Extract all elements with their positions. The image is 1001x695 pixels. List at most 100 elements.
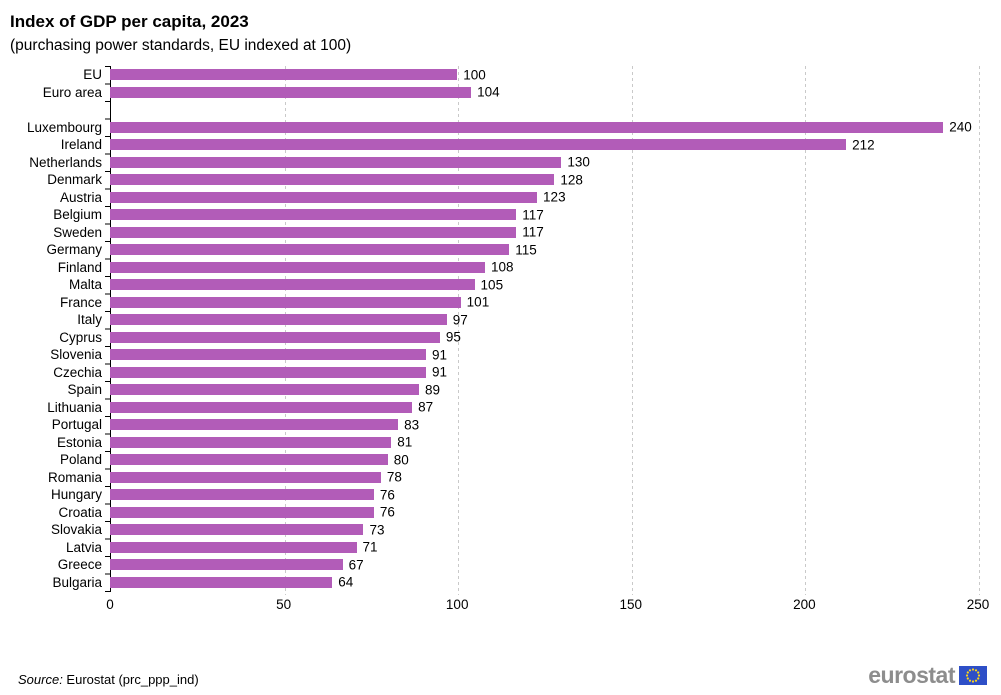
bar-track: 64 (110, 574, 978, 592)
bar-row: Lithuania 87 (0, 399, 978, 417)
bar-row: Romania 78 (0, 469, 978, 487)
bar-track: 97 (110, 311, 978, 329)
bar (110, 86, 472, 98)
bar (110, 261, 485, 273)
bar-row: Slovakia 73 (0, 521, 978, 539)
bar (110, 331, 440, 343)
bar-value-label: 240 (949, 119, 972, 135)
x-axis-tick-label: 250 (966, 597, 990, 612)
category-label: Spain (67, 382, 102, 398)
chart-title: Index of GDP per capita, 2023 (10, 12, 249, 31)
bar-track: 128 (110, 171, 978, 189)
bar (110, 69, 458, 81)
category-label: Finland (57, 259, 102, 275)
bar-track: 71 (110, 539, 978, 557)
eurostat-logo: eurostat (868, 664, 987, 687)
bar (110, 174, 555, 186)
category-label: Cyprus (59, 329, 102, 345)
bar-track: 108 (110, 259, 978, 277)
x-axis-tick-label: 100 (445, 597, 469, 612)
bar-value-label: 91 (431, 364, 447, 380)
bar (110, 349, 426, 361)
category-label: Germany (46, 242, 102, 258)
bar-value-label: 128 (560, 172, 583, 188)
bar-value-label: 117 (522, 224, 544, 240)
bar-value-label: 104 (477, 84, 500, 100)
category-label: Ireland (60, 137, 102, 153)
bar-value-label: 97 (452, 312, 468, 328)
source-note: Source: Eurostat (prc_ppp_ind) (18, 672, 199, 687)
bar-row: Greece 67 (0, 556, 978, 574)
x-axis: 0 50 100 150 200 250 (106, 597, 989, 617)
category-label: Slovakia (50, 522, 102, 538)
bar-track: 76 (110, 486, 978, 504)
category-label: Latvia (65, 539, 102, 555)
bar (110, 401, 413, 413)
bar-row: Bulgaria 64 (0, 574, 978, 592)
category-label: Italy (77, 312, 102, 328)
bar (110, 191, 538, 203)
bar-track: 67 (110, 556, 978, 574)
bar-row: Czechia 91 (0, 364, 978, 382)
bar-row: EU 100 (0, 66, 978, 84)
bar-row: Ireland 212 (0, 136, 978, 154)
category-label: Denmark (47, 172, 102, 188)
bar-value-label: 67 (348, 557, 364, 573)
bar-value-label: 212 (852, 137, 875, 153)
eu-flag-icon (959, 666, 987, 685)
bar (110, 419, 399, 431)
bar-value-label: 100 (463, 67, 486, 83)
row-spacer (0, 101, 978, 119)
bar (110, 541, 357, 553)
bar-row: Estonia 81 (0, 434, 978, 452)
bar (110, 489, 374, 501)
bar-track: 91 (110, 364, 978, 382)
bar-track: 83 (110, 416, 978, 434)
footer: Source: Eurostat (prc_ppp_ind) eurostat (18, 664, 987, 687)
bar-track: 91 (110, 346, 978, 364)
eurostat-logo-text: eurostat (868, 662, 955, 688)
bar (110, 366, 426, 378)
bar (110, 121, 944, 133)
bar-row: Cyprus 95 (0, 329, 978, 347)
x-axis-tick-label: 150 (619, 597, 643, 612)
bar (110, 454, 388, 466)
bar-row: Latvia 71 (0, 539, 978, 557)
bar-value-label: 64 (338, 574, 354, 590)
category-label: Czechia (53, 364, 102, 380)
bar-track: 240 (110, 119, 978, 137)
bar-row: Portugal 83 (0, 416, 978, 434)
bar (110, 156, 562, 168)
bar (110, 296, 461, 308)
category-label: Hungary (50, 487, 102, 503)
bar-row: Euro area 104 (0, 84, 978, 102)
bar-value-label: 80 (393, 452, 409, 468)
bar (110, 226, 517, 238)
bar-row: Poland 80 (0, 451, 978, 469)
x-axis-tick-label: 200 (793, 597, 816, 612)
category-label: Romania (47, 469, 102, 485)
bar-row: Austria 123 (0, 189, 978, 207)
bar-row: Croatia 76 (0, 504, 978, 522)
bar (110, 279, 475, 291)
bar-track: 212 (110, 136, 978, 154)
bar-value-label: 108 (490, 259, 514, 275)
bar-track: 130 (110, 154, 978, 172)
gridline (284, 66, 286, 595)
x-axis-tick-label: 50 (276, 597, 292, 612)
bar (110, 559, 343, 571)
source-dataset: Eurostat (prc_ppp_ind) (62, 672, 199, 687)
chart-subtitle: (purchasing power standards, EU indexed … (10, 37, 352, 54)
category-label: Greece (57, 557, 102, 573)
bar-track: 115 (110, 241, 978, 259)
bar-value-label: 101 (466, 294, 490, 310)
x-axis-tick-label: 0 (106, 597, 114, 612)
bar-track: 78 (110, 469, 978, 487)
bar-value-label: 76 (379, 504, 395, 520)
bar-row: Spain 89 (0, 381, 978, 399)
bar-track: 89 (110, 381, 978, 399)
bar-track: 73 (110, 521, 978, 539)
bar-track: 101 (110, 294, 978, 312)
bar-row: Denmark 128 (0, 171, 978, 189)
bar-row: Germany 115 (0, 241, 978, 259)
